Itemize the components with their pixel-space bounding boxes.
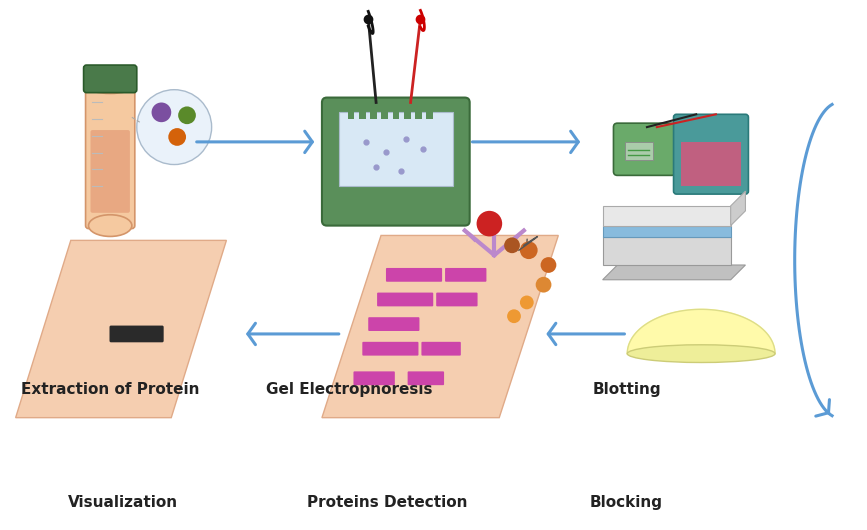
Polygon shape [322, 235, 558, 418]
FancyBboxPatch shape [421, 342, 461, 356]
Bar [339, 112, 453, 186]
Bar [348, 111, 355, 119]
Bar [625, 142, 653, 160]
Bar [427, 111, 434, 119]
Circle shape [520, 241, 538, 259]
Ellipse shape [627, 345, 775, 363]
Circle shape [477, 211, 502, 236]
Bar [381, 111, 388, 119]
Circle shape [178, 107, 196, 124]
Polygon shape [16, 241, 226, 418]
Polygon shape [627, 310, 775, 354]
Polygon shape [731, 191, 746, 226]
Circle shape [137, 90, 212, 164]
FancyBboxPatch shape [445, 268, 486, 282]
Text: Blotting: Blotting [592, 383, 661, 398]
Bar [359, 111, 366, 119]
Ellipse shape [88, 215, 132, 236]
FancyBboxPatch shape [386, 268, 442, 282]
FancyBboxPatch shape [90, 130, 130, 213]
Text: Gel Electrophoresis: Gel Electrophoresis [266, 383, 433, 398]
Circle shape [152, 102, 172, 122]
Text: Proteins Detection: Proteins Detection [307, 494, 467, 510]
FancyBboxPatch shape [614, 123, 675, 175]
FancyBboxPatch shape [377, 293, 434, 306]
FancyBboxPatch shape [436, 293, 478, 306]
Bar [603, 226, 731, 237]
Circle shape [504, 237, 520, 253]
FancyBboxPatch shape [354, 372, 394, 385]
FancyBboxPatch shape [322, 98, 470, 226]
Circle shape [536, 277, 551, 293]
Bar [603, 237, 731, 265]
Ellipse shape [88, 82, 132, 94]
Circle shape [168, 128, 186, 146]
Bar [370, 111, 377, 119]
FancyBboxPatch shape [407, 372, 444, 385]
Bar [603, 206, 731, 226]
Circle shape [507, 310, 521, 323]
Text: Visualization: Visualization [68, 494, 178, 510]
Bar [681, 142, 740, 186]
Bar [415, 111, 422, 119]
Bar [393, 111, 400, 119]
Circle shape [541, 257, 557, 273]
Text: Extraction of Protein: Extraction of Protein [21, 383, 199, 398]
FancyBboxPatch shape [86, 85, 134, 228]
FancyBboxPatch shape [109, 325, 164, 342]
Bar [404, 111, 411, 119]
FancyBboxPatch shape [368, 317, 420, 331]
FancyBboxPatch shape [362, 342, 419, 356]
FancyBboxPatch shape [674, 114, 748, 194]
Circle shape [520, 296, 534, 310]
FancyBboxPatch shape [83, 65, 137, 93]
Polygon shape [603, 265, 746, 280]
Text: Blocking: Blocking [590, 494, 663, 510]
